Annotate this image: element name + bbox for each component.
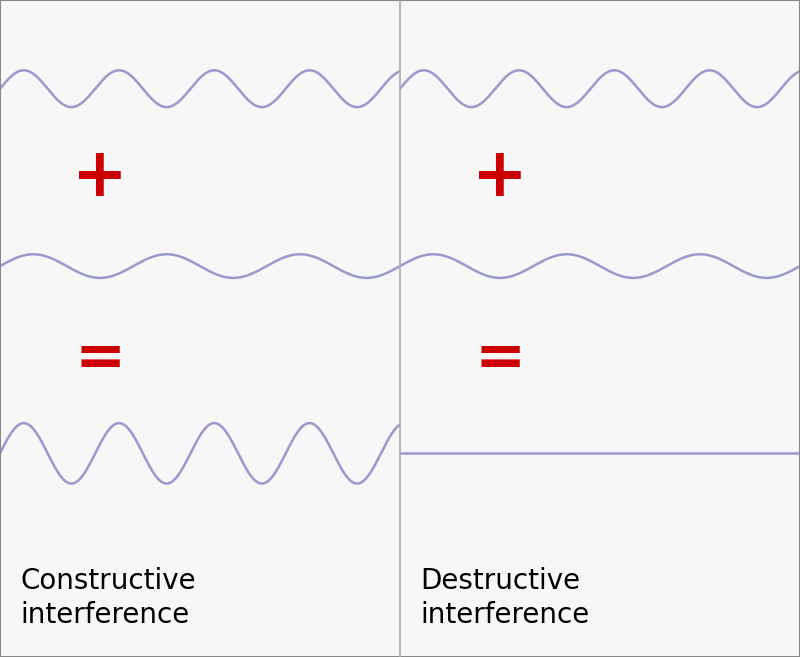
Text: =: = — [474, 330, 526, 389]
Text: Destructive
interference: Destructive interference — [420, 566, 590, 629]
Text: +: + — [472, 145, 528, 210]
Text: Constructive
interference: Constructive interference — [20, 566, 196, 629]
Text: +: + — [72, 145, 128, 210]
Text: =: = — [74, 330, 126, 389]
